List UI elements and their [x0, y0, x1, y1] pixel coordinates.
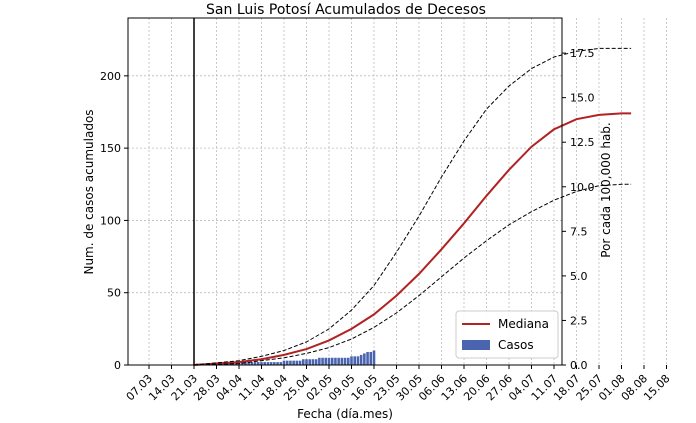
- y2-tick-label: 12.5: [570, 136, 595, 149]
- casos-bar: [266, 362, 270, 365]
- casos-bar: [289, 360, 292, 365]
- y-tick-label: 150: [100, 142, 121, 155]
- casos-bar: [363, 353, 366, 365]
- y-tick-label: 50: [107, 287, 121, 300]
- y-tick-label: 100: [100, 214, 121, 227]
- mediana-line: [193, 112, 632, 366]
- casos-bar: [311, 359, 315, 365]
- casos-bar: [321, 357, 324, 365]
- y2-axis-ticks: 0.0 2.5 5.0 7.5 10.0 12.5 15.0 17.5: [562, 47, 595, 372]
- casos-bar: [298, 360, 302, 365]
- legend: Mediana Casos: [455, 310, 559, 359]
- casos-bar: [273, 362, 276, 365]
- casos-bar: [356, 356, 360, 365]
- upper-bound-line: [193, 47, 632, 366]
- casos-bar: [318, 357, 321, 365]
- y-tick-label: 0: [114, 359, 121, 372]
- y2-tick-label: 5.0: [570, 270, 588, 283]
- y2-tick-label: 2.5: [570, 314, 588, 327]
- casos-bar: [353, 356, 356, 365]
- casos-bar: [366, 351, 369, 365]
- y2-tick-label: 7.5: [570, 225, 588, 238]
- x-tick-label: 15.08: [641, 372, 672, 403]
- casos-bar: [250, 362, 254, 365]
- y2-tick-label: 0.0: [570, 359, 588, 372]
- y-tick-label: 200: [100, 70, 121, 83]
- casos-bar: [314, 359, 318, 365]
- casos-bar: [350, 356, 353, 365]
- casos-bar: [327, 357, 331, 365]
- casos-bar: [260, 362, 263, 365]
- casos-bar: [285, 360, 289, 365]
- x-axis-ticks: 07.0314.0321.0328.0304.0411.0418.0425.04…: [124, 365, 673, 403]
- casos-bar: [247, 362, 250, 365]
- plot-frame: [127, 17, 563, 366]
- y2-tick-label: 15.0: [570, 92, 595, 105]
- y2-axis-title: Por cada 100,000 hab.: [599, 122, 613, 257]
- legend-casos-label: Casos: [498, 338, 534, 352]
- casos-bars: [195, 350, 376, 365]
- casos-bar: [279, 362, 283, 365]
- y-axis-title: Num. de casos acumulados: [82, 109, 96, 274]
- casos-bar: [337, 357, 340, 365]
- casos-bar: [282, 360, 286, 365]
- casos-bar: [302, 359, 305, 365]
- casos-bar: [330, 357, 334, 365]
- casos-bar: [253, 362, 257, 365]
- casos-bar: [369, 351, 373, 365]
- casos-bar: [257, 362, 260, 365]
- casos-bar: [343, 357, 347, 365]
- casos-bar: [295, 360, 299, 365]
- series-lines: [193, 47, 632, 366]
- y2-tick-label: 10.0: [570, 181, 595, 194]
- y-axis-ticks: 0 50 100 150 200: [100, 70, 128, 372]
- casos-bar: [292, 360, 295, 365]
- lower-bound-line: [193, 183, 632, 366]
- casos-bar: [340, 357, 344, 365]
- casos-bar: [234, 362, 238, 365]
- casos-bar: [276, 362, 279, 365]
- casos-bar: [372, 350, 376, 365]
- casos-bar: [305, 359, 308, 365]
- chart-title: San Luis Potosí Acumulados de Decesos: [206, 2, 486, 18]
- x-axis-title: Fecha (día.mes): [297, 407, 393, 421]
- casos-bar: [334, 357, 337, 365]
- casos-bar: [263, 362, 266, 365]
- casos-bar: [244, 362, 247, 365]
- casos-bar: [308, 359, 311, 365]
- y2-tick-label: 17.5: [570, 47, 595, 60]
- casos-bar: [347, 357, 350, 365]
- casos-bar: [269, 362, 273, 365]
- casos-bar: [359, 354, 363, 365]
- legend-mediana-label: Mediana: [498, 317, 549, 331]
- legend-casos-swatch: [462, 340, 490, 350]
- casos-bar: [324, 357, 328, 365]
